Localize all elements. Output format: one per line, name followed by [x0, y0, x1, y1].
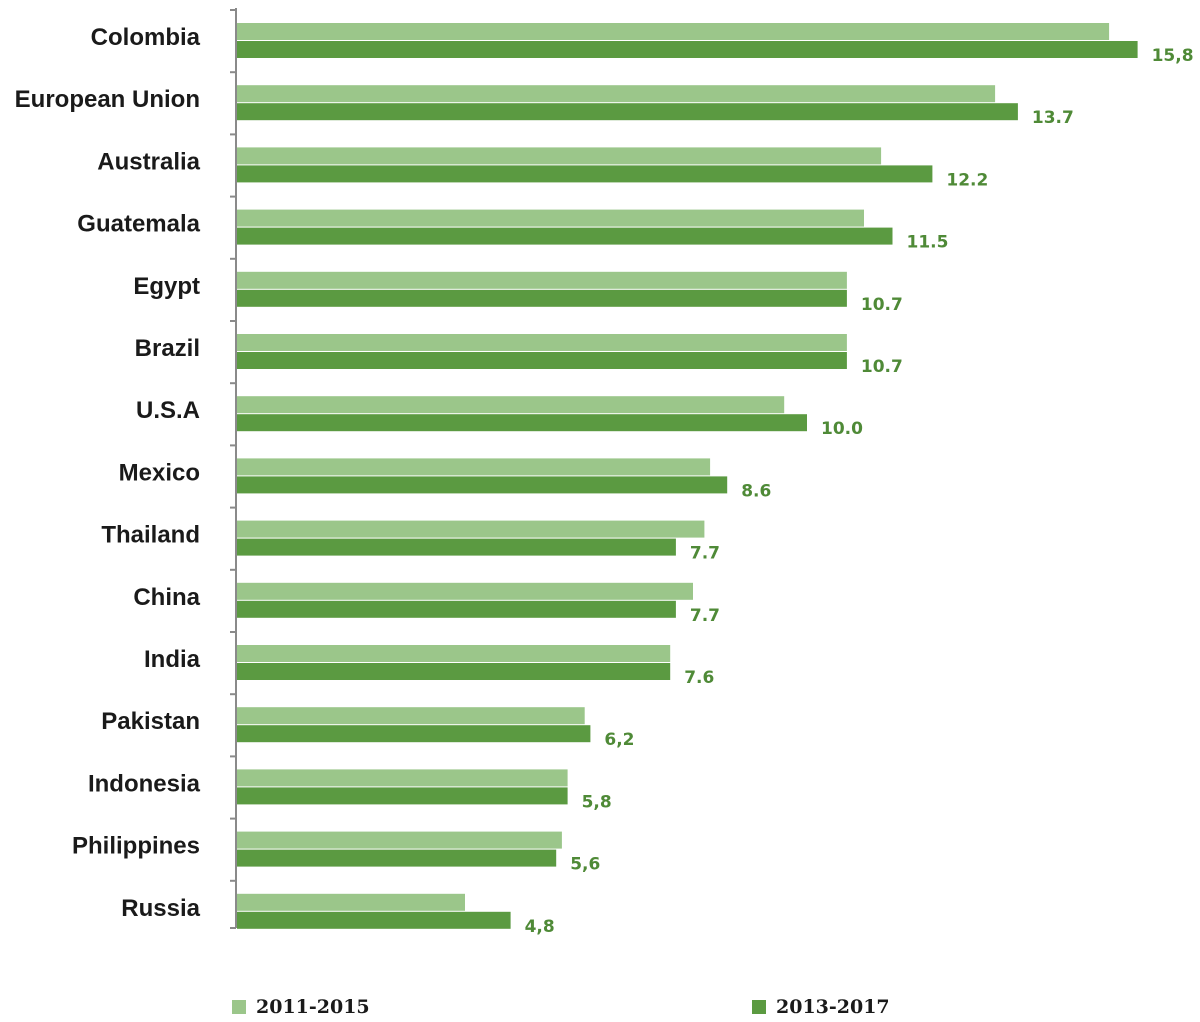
legend-label-series-1: 2011-2015 — [256, 996, 370, 1018]
category-label-12: Pakistan — [101, 708, 200, 735]
bar-series-2-4 — [237, 227, 893, 245]
category-label-2: European Union — [15, 86, 200, 113]
data-label-13: 5,8 — [582, 792, 612, 812]
bar-chart: Colombia European Union Australia Guatemala… — [15, 8, 1194, 937]
bar-series-2-1 — [237, 41, 1138, 58]
data-label-4: 11.5 — [907, 233, 949, 253]
category-label-10: China — [133, 584, 200, 611]
legend-item-series-1: 2011-2015 — [232, 992, 370, 1022]
bar-series-2-14 — [237, 849, 557, 867]
category-label-13: Indonesia — [88, 770, 201, 797]
category-label-4: Guatemala — [77, 211, 200, 238]
category-labels: Colombia European Union Australia Guatemala… — [15, 24, 201, 922]
bar-series-1-2 — [237, 85, 996, 103]
bar-series-2-5 — [237, 289, 847, 307]
data-label-12: 6,2 — [604, 730, 634, 750]
bar-series-1-3 — [237, 147, 882, 165]
category-label-15: Russia — [121, 895, 200, 922]
data-labels: 15,8 13.7 12.2 11.5 10.7 10.7 10.0 8.6 7.7 7.7 7.6… — [525, 46, 1194, 937]
bar-series-1-4 — [237, 209, 864, 227]
category-label-5: Egypt — [133, 273, 200, 300]
category-label-6: Brazil — [135, 335, 200, 362]
legend-item-series-2: 2013-2017 — [752, 992, 890, 1022]
data-label-1: 15,8 — [1152, 46, 1194, 66]
bar-series-1-1 — [237, 23, 1110, 40]
data-label-10: 7.7 — [690, 606, 720, 626]
data-label-7: 10.0 — [821, 419, 863, 439]
bar-series-1-9 — [237, 520, 705, 538]
legend-label-series-2: 2013-2017 — [776, 996, 890, 1018]
bar-series-2-3 — [237, 165, 933, 183]
bar-series-1-8 — [237, 458, 711, 476]
bar-series-2-8 — [237, 476, 728, 494]
bar-series-2-6 — [237, 352, 847, 369]
data-label-3: 12.2 — [946, 170, 988, 190]
category-label-1: Colombia — [91, 24, 201, 51]
legend-swatch-series-2 — [752, 1000, 766, 1014]
bar-series-2-11 — [237, 663, 671, 680]
category-label-11: India — [144, 646, 201, 673]
legend-swatch-series-1 — [232, 1000, 246, 1014]
bar-series-1-12 — [237, 707, 585, 725]
bar-series-2-15 — [237, 911, 511, 929]
data-label-11: 7.6 — [684, 668, 714, 688]
category-label-9: Thailand — [101, 522, 200, 549]
data-label-15: 4,8 — [525, 917, 555, 937]
category-label-3: Australia — [97, 148, 200, 175]
bar-series-1-10 — [237, 582, 693, 600]
bar-series-2-13 — [237, 787, 568, 805]
bar-series-2-2 — [237, 103, 1018, 121]
data-label-8: 8.6 — [741, 481, 771, 501]
category-label-7: U.S.A — [136, 397, 200, 424]
bar-series-2-12 — [237, 725, 591, 743]
bars-layer — [237, 23, 1138, 929]
data-label-6: 10.7 — [861, 357, 903, 377]
bar-series-1-14 — [237, 831, 562, 849]
bar-series-1-13 — [237, 769, 568, 787]
bar-series-2-9 — [237, 538, 676, 556]
bar-series-1-6 — [237, 334, 847, 351]
bar-series-2-7 — [237, 414, 807, 432]
bar-series-2-10 — [237, 600, 676, 618]
bar-series-1-11 — [237, 645, 671, 662]
y-axis-ticks — [230, 9, 236, 929]
data-label-14: 5,6 — [570, 855, 600, 875]
data-label-5: 10.7 — [861, 295, 903, 315]
bar-series-1-7 — [237, 396, 785, 414]
category-label-14: Philippines — [72, 833, 200, 860]
category-label-8: Mexico — [119, 459, 200, 486]
data-label-9: 7.7 — [690, 544, 720, 564]
bar-series-1-15 — [237, 893, 465, 911]
bar-series-1-5 — [237, 271, 847, 289]
data-label-2: 13.7 — [1032, 108, 1074, 128]
